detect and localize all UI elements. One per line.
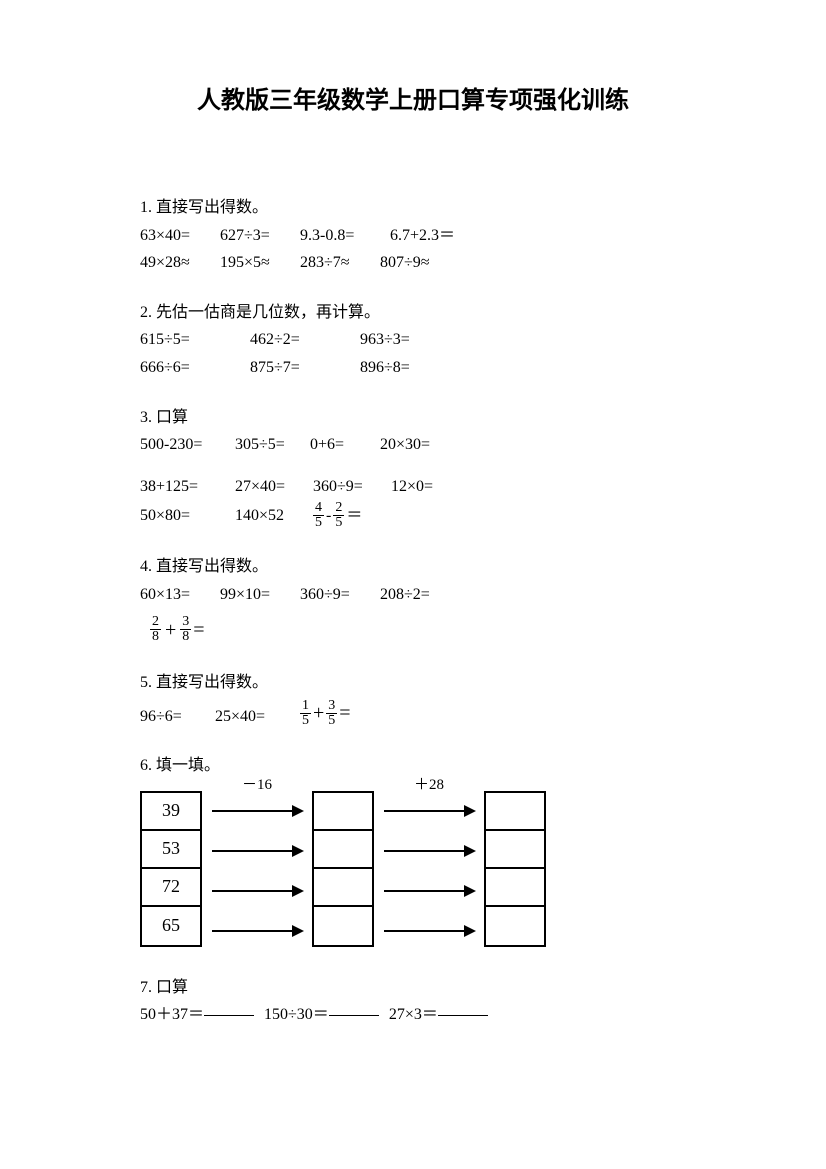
problem: 27×3＝ bbox=[389, 1002, 438, 1028]
section-7-header: 7. 口算 bbox=[140, 975, 686, 1001]
section-1-header: 1. 直接写出得数。 bbox=[140, 195, 686, 221]
output-column bbox=[484, 791, 546, 947]
middle-column bbox=[312, 791, 374, 947]
box-cell bbox=[314, 793, 372, 831]
problem: 9.3-0.8= bbox=[300, 223, 390, 249]
section-4-header: 4. 直接写出得数。 bbox=[140, 554, 686, 580]
problem: 50×80= bbox=[140, 503, 235, 529]
box-cell bbox=[486, 869, 544, 907]
box-cell: 65 bbox=[142, 907, 200, 945]
arrow-icon bbox=[212, 850, 302, 852]
blank-line bbox=[438, 1002, 488, 1016]
fraction-expression: 45 - 25 ＝ bbox=[313, 501, 362, 530]
box-cell: 72 bbox=[142, 869, 200, 907]
arrow-icon bbox=[212, 810, 302, 812]
fraction-expression: 15 + 35 = bbox=[300, 697, 351, 729]
section-4: 4. 直接写出得数。 60×13= 99×10= 360÷9= 208÷2= 2… bbox=[140, 554, 686, 645]
box-cell: 53 bbox=[142, 831, 200, 869]
box-cell bbox=[486, 831, 544, 869]
problem: 20×30= bbox=[380, 432, 430, 458]
problem: 99×10= bbox=[220, 582, 300, 608]
section-1: 1. 直接写出得数。 63×40= 627÷3= 9.3-0.8= 6.7+2.… bbox=[140, 195, 686, 276]
problem: 462÷2= bbox=[250, 327, 360, 353]
problem: 38+125= bbox=[140, 474, 235, 500]
arrow-icon bbox=[212, 930, 302, 932]
problem: 283÷7≈ bbox=[300, 250, 380, 276]
fraction-expression: 28 + 38 = bbox=[150, 614, 205, 646]
problem: 195×5≈ bbox=[220, 250, 300, 276]
box-cell bbox=[314, 869, 372, 907]
box-cell bbox=[314, 831, 372, 869]
problem: 875÷7= bbox=[250, 355, 360, 381]
box-cell bbox=[486, 907, 544, 945]
section-6: 6. 填一填。 39 53 72 65 －16 bbox=[140, 753, 686, 951]
problem: 63×40= bbox=[140, 223, 220, 249]
problem: 896÷8= bbox=[360, 355, 410, 381]
box-cell: 39 bbox=[142, 793, 200, 831]
problem: 6.7+2.3＝ bbox=[390, 223, 455, 249]
arrow-icon bbox=[384, 810, 474, 812]
problem: 963÷3= bbox=[360, 327, 410, 353]
problem: 150÷30＝ bbox=[264, 1002, 329, 1028]
page-title: 人教版三年级数学上册口算专项强化训练 bbox=[140, 80, 686, 115]
box-cell bbox=[314, 907, 372, 945]
section-3-header: 3. 口算 bbox=[140, 405, 686, 431]
problem: 140×52 bbox=[235, 503, 313, 529]
section-2: 2. 先估一估商是几位数，再计算。 615÷5= 462÷2= 963÷3= 6… bbox=[140, 300, 686, 381]
section-5: 5. 直接写出得数。 96÷6= 25×40= 15 + 35 = bbox=[140, 670, 686, 730]
problem: 27×40= bbox=[235, 474, 313, 500]
problem: 807÷9≈ bbox=[380, 250, 430, 276]
section-2-header: 2. 先估一估商是几位数，再计算。 bbox=[140, 300, 686, 326]
arrow-icon bbox=[384, 850, 474, 852]
problem: 49×28≈ bbox=[140, 250, 220, 276]
flow-diagram: 39 53 72 65 －16 ＋28 bbox=[140, 791, 686, 951]
problem: 500-230= bbox=[140, 432, 235, 458]
problem: 305÷5= bbox=[235, 432, 310, 458]
arrow-icon bbox=[384, 930, 474, 932]
blank-line bbox=[204, 1002, 254, 1016]
arrow-icon bbox=[212, 890, 302, 892]
problem: 12×0= bbox=[391, 474, 433, 500]
problem: 666÷6= bbox=[140, 355, 250, 381]
arrow-column-2: ＋28 bbox=[374, 791, 484, 951]
problem: 360÷9= bbox=[313, 474, 391, 500]
problem: 360÷9= bbox=[300, 582, 380, 608]
arrow-icon bbox=[384, 890, 474, 892]
problem: 208÷2= bbox=[380, 582, 430, 608]
blank-line bbox=[329, 1002, 379, 1016]
problem: 25×40= bbox=[215, 704, 300, 730]
box-cell bbox=[486, 793, 544, 831]
arrow-column-1: －16 bbox=[202, 791, 312, 951]
problem: 627÷3= bbox=[220, 223, 300, 249]
input-column: 39 53 72 65 bbox=[140, 791, 202, 947]
section-3: 3. 口算 500-230= 305÷5= 0+6= 20×30= 38+125… bbox=[140, 405, 686, 531]
section-7: 7. 口算 50＋37＝ 150÷30＝ 27×3＝ bbox=[140, 975, 686, 1028]
problem: 60×13= bbox=[140, 582, 220, 608]
section-5-header: 5. 直接写出得数。 bbox=[140, 670, 686, 696]
problem: 50＋37＝ bbox=[140, 1002, 204, 1028]
problem: 615÷5= bbox=[140, 327, 250, 353]
problem: 0+6= bbox=[310, 432, 380, 458]
problem: 96÷6= bbox=[140, 704, 215, 730]
